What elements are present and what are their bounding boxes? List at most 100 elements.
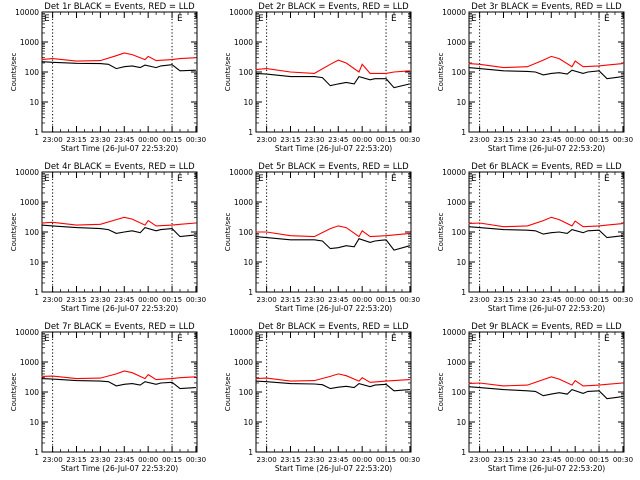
plot-frame (255, 331, 412, 453)
x-tick-label: 23:15 (66, 296, 86, 304)
y-tick-label: 1000 (447, 38, 466, 47)
series-line-lld (468, 55, 623, 69)
series-line-lld (255, 59, 410, 74)
x-tick-label: 23:15 (493, 136, 513, 144)
x-tick-label: 23:15 (493, 456, 513, 464)
y-tick-label: 10 (243, 98, 253, 107)
panel-title: Det 2r BLACK = Events, RED = LLD (258, 2, 409, 12)
series-line-events (41, 378, 196, 390)
detector-panel-6: Det 6r BLACK = Events, RED = LLD 1 10 100 10… (437, 162, 633, 313)
x-tick-label: 00:15 (162, 136, 182, 144)
x-tick-label: 23:15 (493, 296, 513, 304)
y-tick-label: 10000 (15, 328, 39, 337)
y-tick-label: 10 (243, 418, 253, 427)
y-axis-label: Counts/sec (224, 373, 232, 412)
e-marker-label: E (471, 174, 477, 184)
plot-frame (41, 331, 198, 453)
y-tick-label: 1000 (20, 38, 39, 47)
e-marker-label: E (177, 334, 183, 344)
y-tick-label: 1000 (447, 198, 466, 207)
series-line-events (41, 224, 196, 238)
x-tick-label: 00:00 (138, 136, 158, 144)
panel-title: Det 9r BLACK = Events, RED = LLD (471, 322, 622, 332)
series-line-events (468, 226, 623, 239)
x-tick-label: 23:45 (328, 296, 348, 304)
plot-frame (41, 171, 198, 293)
e-marker-label: E (391, 174, 397, 184)
x-tick-label: 00:30 (186, 296, 206, 304)
y-axis-label: Counts/sec (10, 373, 18, 412)
plot-frame (255, 11, 412, 133)
y-tick-label: 100 (452, 68, 467, 77)
x-tick-label: 00:00 (352, 296, 372, 304)
y-tick-label: 10 (29, 418, 39, 427)
series-line-lld (41, 216, 196, 227)
panel-title: Det 8r BLACK = Events, RED = LLD (258, 322, 409, 332)
x-tick-label: 23:45 (328, 136, 348, 144)
x-tick-label: 00:30 (613, 296, 633, 304)
e-marker-label: E (177, 174, 183, 184)
plot-frame (41, 11, 198, 133)
series-line-events (255, 380, 410, 392)
panel-title: Det 7r BLACK = Events, RED = LLD (44, 322, 195, 332)
y-tick-label: 100 (239, 68, 254, 77)
y-axis-label: Counts/sec (224, 53, 232, 92)
y-tick-label: 1 (461, 288, 466, 297)
series-line-lld (468, 216, 623, 228)
y-axis-label: Counts/sec (10, 213, 18, 252)
series-line-events (41, 61, 196, 72)
y-tick-label: 10 (456, 418, 466, 427)
series-line-events (468, 386, 623, 400)
e-marker-label: E (604, 174, 610, 184)
e-marker-label: E (471, 14, 477, 24)
x-tick-label: 23:45 (328, 456, 348, 464)
x-tick-label: 00:30 (613, 456, 633, 464)
e-marker-label: E (258, 14, 264, 24)
x-tick-label: 00:15 (162, 456, 182, 464)
x-tick-label: 23:30 (517, 136, 537, 144)
y-tick-label: 100 (25, 388, 40, 397)
detector-panel-9: Det 9r BLACK = Events, RED = LLD 1 10 100 10… (437, 322, 633, 473)
y-tick-label: 10000 (229, 328, 253, 337)
x-tick-label: 00:30 (613, 136, 633, 144)
x-axis-label: Start Time (26-Jul-07 22:53:20) (61, 304, 178, 313)
y-tick-label: 1000 (234, 198, 253, 207)
y-tick-label: 1000 (234, 358, 253, 367)
y-tick-label: 100 (452, 388, 467, 397)
x-tick-label: 00:15 (376, 296, 396, 304)
x-tick-label: 23:30 (90, 456, 110, 464)
x-tick-label: 23:15 (66, 456, 86, 464)
x-tick-label: 23:15 (280, 136, 300, 144)
y-tick-label: 100 (239, 228, 254, 237)
x-tick-label: 23:00 (257, 296, 277, 304)
series-line-events (255, 236, 411, 251)
detector-panel-3: Det 3r BLACK = Events, RED = LLD 1 10 100 10… (437, 2, 633, 153)
y-tick-label: 1 (248, 288, 253, 297)
x-tick-label: 23:30 (304, 136, 324, 144)
y-tick-label: 100 (452, 228, 467, 237)
y-tick-label: 10000 (15, 168, 39, 177)
y-tick-label: 1 (34, 288, 39, 297)
y-tick-label: 10000 (15, 8, 39, 17)
x-axis-label: Start Time (26-Jul-07 22:53:20) (488, 304, 605, 313)
x-tick-label: 23:00 (470, 296, 490, 304)
y-tick-label: 1 (248, 448, 253, 457)
x-tick-label: 00:30 (400, 136, 420, 144)
x-tick-label: 23:15 (66, 136, 86, 144)
x-tick-label: 23:00 (43, 456, 63, 464)
x-tick-label: 00:00 (352, 456, 372, 464)
x-tick-label: 00:15 (589, 296, 609, 304)
x-tick-label: 23:30 (517, 296, 537, 304)
y-tick-label: 10 (456, 98, 466, 107)
series-line-events (255, 72, 411, 89)
x-tick-label: 23:00 (257, 136, 277, 144)
y-tick-label: 1000 (234, 38, 253, 47)
y-tick-label: 100 (25, 228, 40, 237)
e-marker-label: E (44, 14, 50, 24)
x-tick-label: 23:30 (90, 136, 110, 144)
x-tick-label: 23:15 (280, 296, 300, 304)
x-tick-label: 00:15 (589, 456, 609, 464)
x-tick-label: 23:30 (90, 296, 110, 304)
x-tick-label: 00:30 (186, 136, 206, 144)
